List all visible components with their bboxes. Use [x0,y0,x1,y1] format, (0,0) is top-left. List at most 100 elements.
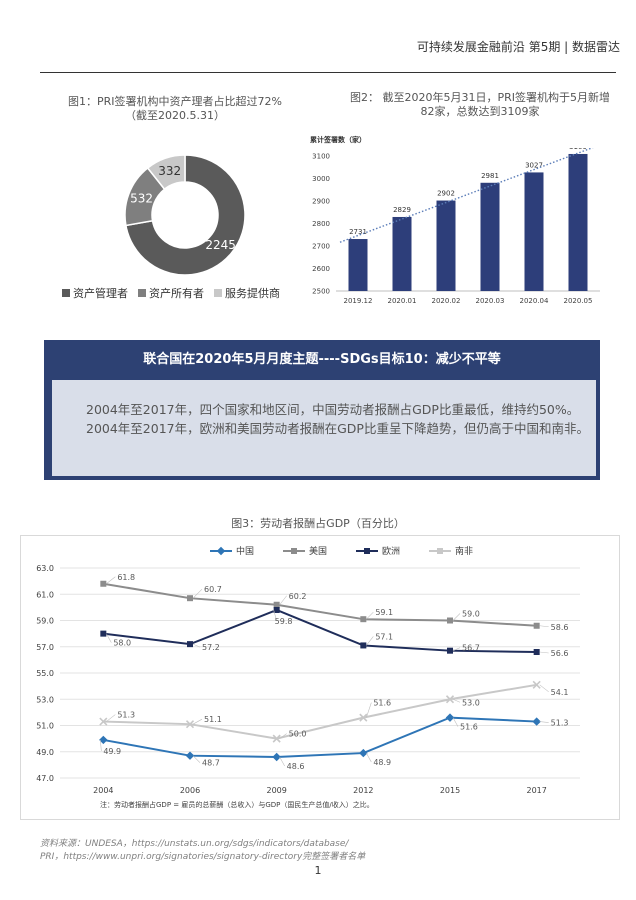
label-leader [539,684,549,693]
bar-y-tick: 2700 [312,243,330,251]
series-value-label: 58.0 [113,639,131,648]
label-leader [106,714,116,722]
series-point [360,642,367,649]
page-header: 可持续发展金融前沿 第5期 | 数据雷达 [416,40,620,54]
legend-marker-3 [437,548,443,554]
legend-marker-1 [291,548,297,554]
series-value-label: 59.8 [275,617,293,626]
legend-label: 服务提供商 [225,287,280,300]
series-point [447,617,453,624]
series-value-label: 56.6 [551,649,569,658]
donut-chart: 2245 532 332 [124,154,246,276]
series-value-label: 51.3 [551,719,569,728]
label-leader [366,752,372,763]
label-leader [192,755,201,763]
banner-title: 联合国在2020年5月月度主题----SDGs目标10：减少不平等 [143,352,501,367]
line-x-tick: 2004 [93,786,113,795]
banner-paragraph-1: 2004年至2017年，四个国家和地区间，中国劳动者报酬占GDP比重最低，维持约… [86,402,580,417]
donut-label-0: 2245 [205,238,236,252]
series-value-label: 51.1 [204,715,222,724]
series-point [532,680,541,689]
label-leader [452,647,461,651]
series-point [533,622,540,629]
series-point [359,748,368,758]
series-value-label: 49.9 [103,747,121,756]
label-leader [192,643,201,648]
label-leader [539,651,549,654]
series-line-中国 [103,716,537,759]
series-value-label: 51.6 [460,723,478,732]
series-value-label: 53.0 [462,698,480,707]
series-line-欧洲 [103,608,537,653]
label-leader [106,576,116,584]
series-value-label: 59.1 [375,608,393,617]
series-point [272,734,281,743]
series-point [533,649,540,655]
donut-slice-0 [125,154,246,276]
donut-label-2: 332 [158,164,181,178]
series-point [187,595,193,602]
series-point [273,601,280,608]
line-legend-label: 南非 [455,545,473,557]
series-line-南非 [103,683,537,740]
donut-slice-2 [146,154,186,191]
label-leader [279,756,285,767]
banner-text: 2004年至2017年，四个国家和地区间，中国劳动者报酬占GDP比重最低，维持约… [52,400,596,438]
bar-x-tick: 2020.05 [564,297,593,305]
legend-label: 资产所有者 [149,287,204,300]
bar-y-tick: 2800 [312,220,330,228]
line-x-tick: 2015 [440,786,460,795]
line-y-tick: 55.0 [36,669,54,678]
series-value-label: 57.2 [202,643,220,652]
label-leader [279,733,287,739]
series-value-label: 51.3 [117,711,135,720]
line-y-tick: 47.0 [36,774,54,783]
source-line-2: PRI，https://www.unpri.org/signatories/si… [40,852,366,862]
bar-2020.05 [568,153,588,291]
legend-swatch [62,289,70,297]
figure2-caption: 图2： 截至2020年5月31日，PRI签署机构于5月新增82家，总数达到310… [350,91,611,118]
line-y-tick: 53.0 [36,695,54,704]
series-value-label: 58.6 [551,623,569,632]
line-y-tick: 49.0 [36,748,54,757]
legend-marker-0 [216,546,226,556]
series-value-label: 54.1 [551,688,569,697]
label-leader [452,698,461,703]
bar-value-label: 2981 [481,172,499,180]
label-leader [273,609,277,622]
label-leader [279,595,287,605]
figure1-caption: 图1：PRI签署机构中资产理者占比超过72%（截至2020.5.31） [68,95,282,122]
bar-value-label: 2902 [437,190,455,198]
bar-y-tick: 2500 [312,288,330,296]
bar-value-label: 2731 [349,228,367,236]
legend-swatch [138,289,146,297]
series-value-label: 48.6 [287,762,305,771]
label-leader [192,588,203,599]
line-y-tick: 51.0 [36,722,54,731]
label-leader [366,636,374,646]
bar-2020.04 [524,172,544,291]
bar-y-tick: 3000 [312,175,330,183]
legend-label: 资产管理者 [73,287,128,300]
bar-x-tick: 2020.02 [432,297,461,305]
label-leader [452,613,461,621]
series-value-label: 50.0 [289,730,307,739]
series-line-美国 [103,582,537,627]
series-point [445,713,455,722]
line-y-tick: 59.0 [36,617,54,626]
header-divider [40,72,616,73]
label-leader [192,718,203,725]
bar-trendline [339,148,594,243]
source-line-1: 资料来源：UNDESA，https://unstats.un.org/sdgs/… [40,839,349,849]
bar-x-tick: 2019.12 [344,297,373,305]
bar-x-tick: 2020.03 [476,297,505,305]
donut-legend-item-2: 服务提供商 [214,285,280,301]
bar-chart: 2500 2600 2700 2800 2900 3000 3100 2731 2019.12 2… [312,148,600,305]
banner-paragraph-2: 2004年至2017年，欧洲和美国劳动者报酬在GDP比重呈下降趋势，但仍高于中国… [86,421,589,436]
series-point [273,607,280,613]
bar-2020.03 [480,182,500,291]
label-leader [539,625,549,628]
bar-y-tick: 2600 [312,265,330,273]
series-value-label: 61.8 [117,573,135,582]
donut-legend-item-0: 资产管理者 [62,285,128,301]
